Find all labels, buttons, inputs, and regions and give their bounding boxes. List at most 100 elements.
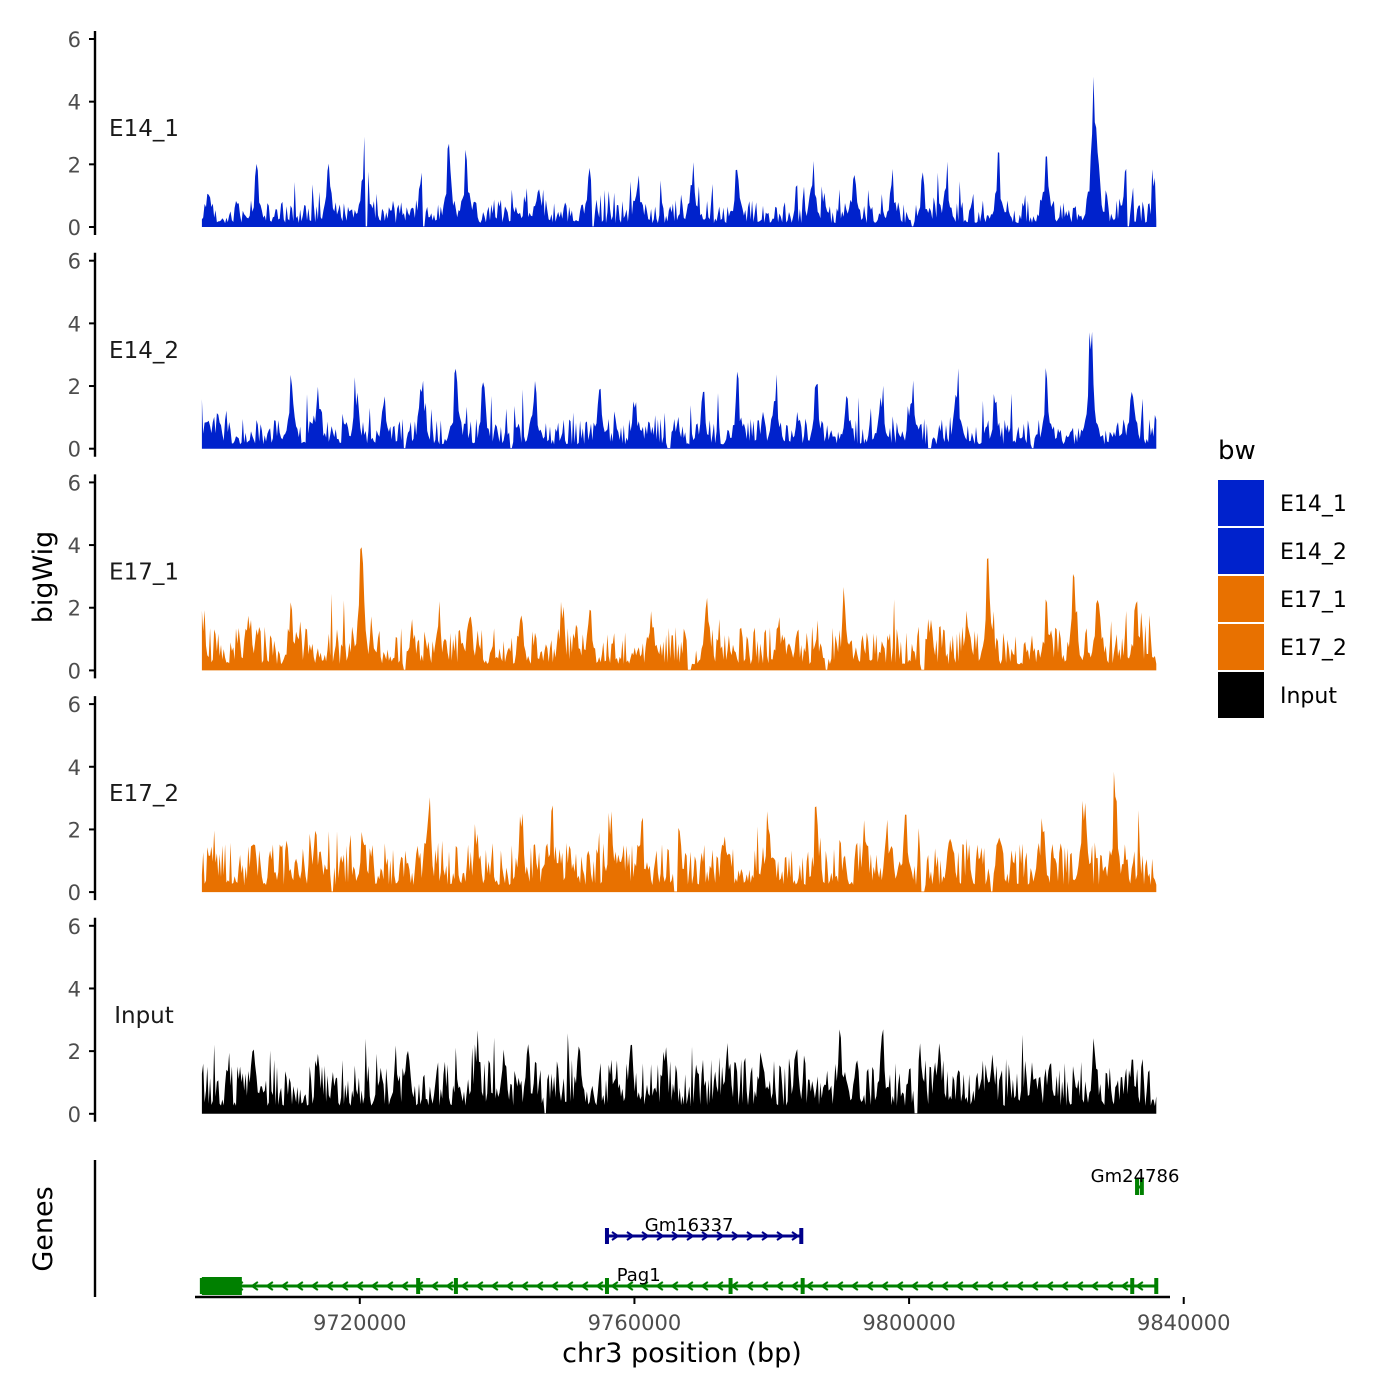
- strand-chevron: [835, 1281, 844, 1291]
- x-axis-title: chr3 position (bp): [562, 1338, 802, 1369]
- strand-chevron: [520, 1281, 529, 1291]
- signal-tracks: 0 2 4 6 E14_1 0 2 4 6 E14_2 0 2 4 6 E17_1 0 2 4 6 E17_2 0 2 4 6…: [68, 28, 1157, 1127]
- gene-label: Gm24786: [1091, 1166, 1180, 1187]
- y-tick-label: 6: [68, 471, 81, 495]
- y-tick-label: 0: [68, 1103, 81, 1127]
- strand-chevron: [1090, 1281, 1099, 1291]
- strand-chevron: [970, 1281, 979, 1291]
- strand-chevron: [1135, 1281, 1144, 1291]
- gene-exon: [234, 1278, 239, 1294]
- gene-exon: [453, 1278, 458, 1294]
- track-label: E14_2: [109, 338, 179, 364]
- y-tick-label: 0: [68, 216, 81, 240]
- x-tick-label: 9800000: [862, 1311, 956, 1335]
- strand-chevron: [340, 1281, 349, 1291]
- gene-exon: [1135, 1179, 1140, 1195]
- y-tick-label: 2: [68, 818, 81, 842]
- strand-chevron: [880, 1281, 889, 1291]
- track-E14_2: 0 2 4 6 E14_2: [68, 250, 1157, 462]
- strand-chevron: [1015, 1281, 1024, 1291]
- strand-chevron: [940, 1281, 949, 1291]
- strand-chevron: [850, 1281, 859, 1291]
- legend: bw E14_1 E14_2 E17_1 E17_2 Input: [1218, 436, 1347, 718]
- strand-chevron: [745, 1281, 754, 1291]
- strand-chevron: [1030, 1281, 1039, 1291]
- y-axis-title: bigWig: [28, 531, 59, 624]
- strand-chevron: [265, 1281, 274, 1291]
- strand-chevron: [1105, 1281, 1114, 1291]
- gene-exon: [604, 1228, 609, 1244]
- strand-chevron: [715, 1281, 724, 1291]
- strand-chevron: [445, 1281, 454, 1291]
- track-label: E14_1: [109, 116, 179, 142]
- strand-chevron: [701, 1231, 710, 1241]
- strand-chevron: [775, 1281, 784, 1291]
- y-tick-label: 4: [68, 534, 81, 558]
- gene-exon: [800, 1278, 805, 1294]
- strand-chevron: [776, 1231, 785, 1241]
- genes-panel: Genes Gm24786 Gm16337 Pag1: [28, 1160, 1179, 1297]
- strand-chevron: [325, 1281, 334, 1291]
- y-tick-label: 4: [68, 977, 81, 1001]
- gene-exon: [223, 1278, 228, 1294]
- strand-chevron: [565, 1281, 574, 1291]
- legend-swatch-E14_1: [1218, 480, 1264, 526]
- y-tick-label: 4: [68, 312, 81, 336]
- strand-chevron: [685, 1281, 694, 1291]
- strand-chevron: [805, 1281, 814, 1291]
- strand-chevron: [370, 1281, 379, 1291]
- gene-exon: [728, 1278, 733, 1294]
- coverage-area-E14_1: [201, 76, 1157, 227]
- y-tick-label: 0: [68, 659, 81, 683]
- x-axis-ticks: 9720000 9760000 9800000 9840000: [313, 1297, 1230, 1335]
- legend-label-E14_1: E14_1: [1280, 492, 1347, 517]
- y-tick-label: 2: [68, 375, 81, 399]
- strand-chevron: [656, 1231, 665, 1241]
- strand-chevron: [700, 1281, 709, 1291]
- strand-chevron: [626, 1231, 635, 1241]
- strand-chevron: [505, 1281, 514, 1291]
- legend-label-E17_2: E17_2: [1280, 636, 1347, 661]
- y-tick-label: 6: [68, 28, 81, 52]
- track-label: E17_2: [109, 781, 179, 807]
- strand-chevron: [595, 1281, 604, 1291]
- strand-chevron: [355, 1281, 364, 1291]
- legend-swatch-E17_1: [1218, 576, 1264, 622]
- gene-label: Gm16337: [645, 1215, 734, 1236]
- y-tick-label: 2: [68, 597, 81, 621]
- gene-exon: [799, 1228, 804, 1244]
- strand-chevron: [760, 1281, 769, 1291]
- legend-label-Input: Input: [1280, 684, 1337, 709]
- strand-chevron: [1060, 1281, 1069, 1291]
- x-tick-label: 9840000: [1137, 1311, 1231, 1335]
- strand-chevron: [865, 1281, 874, 1291]
- coverage-area-Input: [201, 1029, 1157, 1114]
- gene-exon: [416, 1278, 421, 1294]
- legend-title: bw: [1218, 436, 1256, 466]
- gene-Pag1: Pag1: [199, 1265, 1159, 1295]
- strand-chevron: [895, 1281, 904, 1291]
- legend-label-E14_2: E14_2: [1280, 540, 1347, 565]
- strand-chevron: [475, 1281, 484, 1291]
- gene-exon: [1130, 1278, 1135, 1294]
- coverage-area-E17_1: [201, 547, 1157, 671]
- strand-chevron: [670, 1281, 679, 1291]
- x-axis: 9720000 9760000 9800000 9840000 chr3 positi…: [195, 1295, 1230, 1369]
- strand-chevron: [625, 1281, 634, 1291]
- strand-chevron: [641, 1231, 650, 1241]
- track-Input: 0 2 4 6 Input: [68, 915, 1157, 1127]
- legend-label-E17_1: E17_1: [1280, 588, 1347, 613]
- track-E14_1: 0 2 4 6 E14_1: [68, 28, 1157, 240]
- track-label: Input: [114, 1003, 174, 1029]
- y-tick-label: 4: [68, 756, 81, 780]
- y-tick-label: 0: [68, 438, 81, 462]
- y-tick-label: 2: [68, 153, 81, 177]
- strand-chevron: [1120, 1281, 1129, 1291]
- y-tick-label: 6: [68, 915, 81, 939]
- gene-exon: [1154, 1278, 1159, 1294]
- strand-chevron: [686, 1231, 695, 1241]
- strand-chevron: [640, 1281, 649, 1291]
- strand-chevron: [790, 1281, 799, 1291]
